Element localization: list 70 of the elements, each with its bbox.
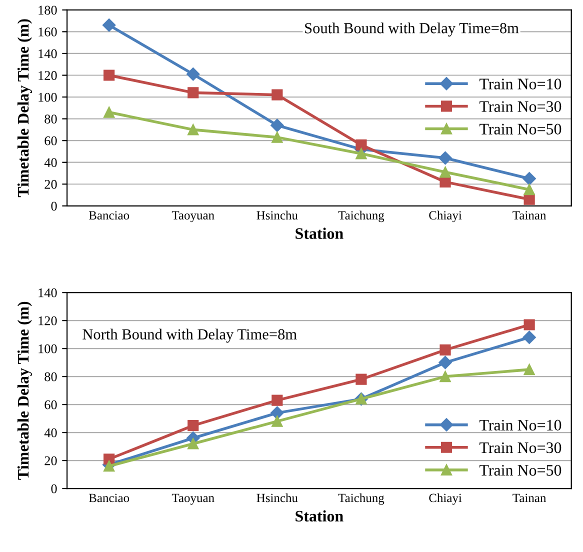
point (186, 68, 200, 81)
point (440, 344, 451, 356)
y-tick-label: 140 (38, 288, 57, 298)
text: North Bound with Delay Time=8m (82, 328, 297, 343)
point (188, 87, 199, 98)
x-tick-label: Hsinchu (256, 493, 298, 502)
point (524, 184, 535, 196)
y-tick-label: 20 (44, 180, 57, 189)
x-tick-label: Taichung (338, 493, 384, 505)
point (438, 356, 452, 370)
x-axis-title: Station (296, 228, 344, 239)
point (356, 374, 367, 385)
point (272, 89, 283, 100)
point (272, 416, 283, 427)
x-tick-label: Banciao (88, 211, 130, 220)
y-tick-label: 180 (38, 6, 57, 15)
point (522, 172, 536, 186)
point (440, 370, 451, 382)
point (440, 166, 451, 178)
x-tick-label: Tainan (512, 494, 546, 502)
y-tick-label: 120 (38, 71, 57, 80)
point (522, 330, 536, 344)
y-tick-label: 100 (38, 344, 57, 354)
legend-label: Train No=30 (480, 101, 562, 112)
point (104, 106, 115, 118)
x-axis-title: Station (296, 510, 344, 522)
legend-label: Train No=50 (480, 464, 562, 476)
point (440, 176, 451, 188)
y-tick-label: 100 (38, 92, 57, 102)
x-tick-label: Taoyuan (172, 494, 214, 505)
point (524, 319, 535, 330)
x-tick-label: Banciao (88, 494, 130, 502)
legend-label: Train No=50 (480, 124, 562, 135)
y-tick-label: 60 (44, 400, 57, 410)
text: South Bound with Delay Time=8m (305, 22, 519, 36)
point (272, 394, 283, 406)
point (270, 118, 284, 132)
point (104, 70, 115, 81)
point (104, 460, 115, 472)
y-tick-label: 0 (51, 484, 57, 494)
point (188, 124, 199, 136)
y-tick-label: 20 (44, 456, 57, 466)
point (438, 151, 452, 165)
y-tick-label: 140 (38, 49, 57, 58)
y-axis-title: Timetable Delay Time (m) (17, 19, 32, 198)
point (188, 420, 199, 432)
point (524, 364, 535, 376)
y-tick-label: 40 (44, 158, 57, 168)
x-tick-label: Taoyuan (172, 211, 214, 222)
x-tick-label: Taichung (338, 210, 384, 222)
legend-label: Train No=10 (480, 78, 562, 90)
point (188, 438, 199, 450)
legend-label: Train No=10 (480, 420, 562, 431)
y-tick-label: 160 (38, 28, 57, 36)
y-axis-title: Timetable Delay Time (m) (17, 302, 32, 480)
x-tick-label: Chiayi (429, 210, 462, 222)
point (524, 194, 535, 205)
point (272, 132, 283, 143)
legend-label: Train No=30 (480, 442, 562, 454)
x-tick-label: Tainan (512, 211, 546, 220)
y-tick-label: 40 (44, 428, 57, 438)
point (270, 406, 284, 420)
point (102, 18, 116, 32)
y-tick-label: 120 (38, 316, 57, 326)
y-tick-label: 0 (51, 202, 57, 211)
x-tick-label: Hsinchu (256, 210, 298, 220)
x-tick-label: Chiayi (429, 493, 462, 505)
y-tick-label: 80 (44, 372, 57, 382)
y-tick-label: 60 (44, 136, 57, 146)
y-tick-label: 80 (44, 114, 57, 124)
